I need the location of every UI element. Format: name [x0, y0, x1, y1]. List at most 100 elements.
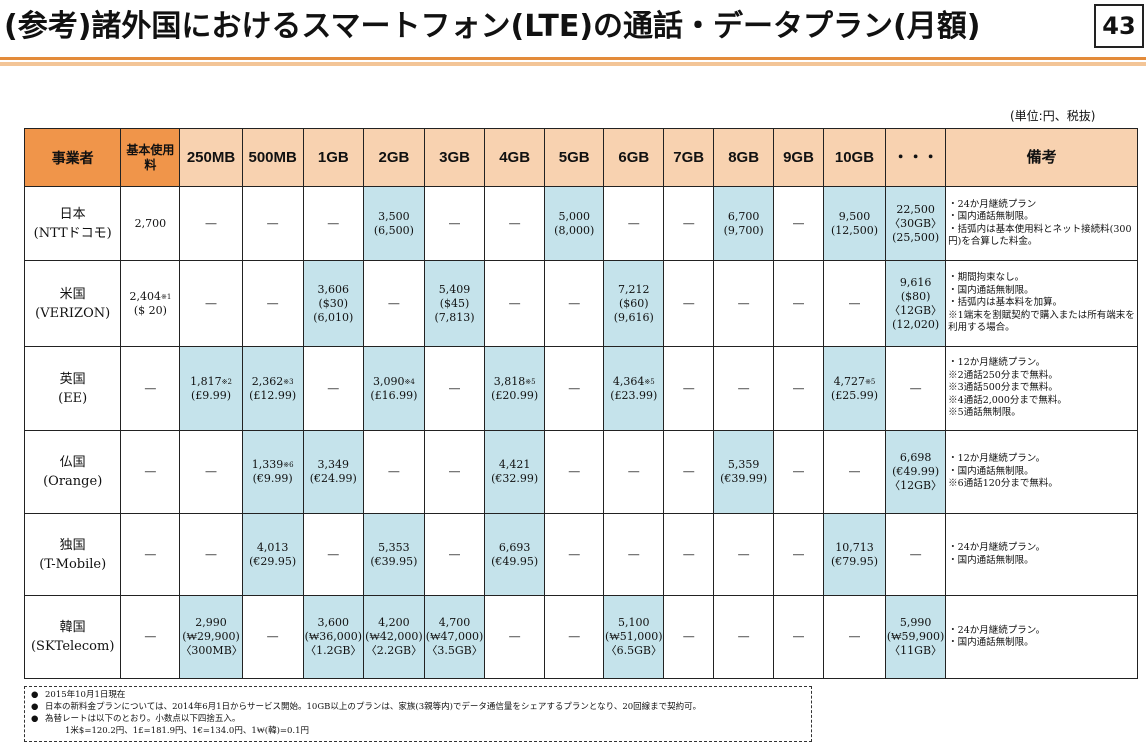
cell-line: ($60) — [618, 296, 649, 310]
cell-line: 3,090※4 — [373, 374, 415, 388]
cell-line: (€39.99) — [720, 472, 768, 485]
cell-line: ― — [628, 216, 640, 230]
footnote-text: 日本の新料金プランについては、2014年6月1日からサービス開始。10GB以上の… — [45, 702, 702, 712]
price-cell: 5,990 (₩59,900) 〈11GB〉 — [885, 595, 947, 679]
column-header: 2GB — [362, 128, 425, 187]
note-line: ※1端末を割賦契約で購入または所有端末を利用する場合。 — [948, 309, 1135, 334]
cell-line: 5,100 — [618, 616, 650, 629]
cell-line: MB — [273, 148, 297, 166]
cell-line: 5,000 — [558, 209, 590, 223]
cell-line: ― — [388, 296, 400, 310]
cell-line: ― — [628, 547, 640, 561]
cell-line: (€49.99) — [892, 465, 940, 478]
price-cell: ― — [663, 260, 715, 347]
note-line: ・国内通話無制限。 — [948, 637, 1034, 648]
operator-cell: 英国 (EE) — [23, 346, 122, 431]
price-cell: ― — [179, 260, 243, 347]
note-line: ・24か月継続プラン。 — [948, 542, 1046, 553]
note-line: ・国内通話無制限。 — [948, 554, 1034, 566]
cell-line: ― — [848, 296, 860, 310]
cell-line: 5GB — [558, 148, 590, 166]
cell-line: 事業者 — [51, 149, 94, 166]
price-cell: ― — [120, 346, 181, 431]
operator-cell: 独国 (T-Mobile) — [23, 513, 122, 596]
column-header: 500MB — [241, 128, 304, 187]
cell-line: 韓国 — [59, 620, 86, 635]
cell-line: 6GB — [618, 148, 650, 166]
cell-line: 4,013 — [256, 540, 289, 554]
price-cell: 4,013 (€29.95) — [241, 513, 304, 596]
cell-line: 〈2.2GB〉 — [365, 644, 423, 657]
note-line: ・国内通話無制限。 — [948, 284, 1034, 296]
page-number: 43 — [1094, 4, 1144, 48]
footnote-box: ● 2015年10月1日現在 ● 日本の新料金プランについては、2014年6月1日か… — [24, 686, 812, 742]
operator-cell: 日本 (NTTドコモ) — [23, 186, 122, 261]
cell-line: 〈300MB〉 — [180, 644, 243, 657]
price-cell: ― — [603, 186, 665, 261]
price-cell: ― — [120, 513, 181, 596]
cell-line: 8GB — [728, 148, 760, 166]
note-line: ・期間拘束なし。 — [948, 272, 1025, 284]
column-header: 4GB — [484, 128, 546, 187]
notes-cell: ・24か月継続プラン。 ・国内通話無制限。 — [945, 595, 1138, 679]
cell-line: (£25.99) — [830, 388, 879, 402]
cell-line: 〈12GB〉 — [889, 479, 943, 492]
cell-line: ― — [793, 296, 805, 310]
cell-line: 3,600 — [317, 616, 350, 629]
column-header: ・・・ — [885, 128, 947, 187]
column-header: 事業者 — [23, 128, 122, 187]
cell-line: 9,500 — [838, 209, 871, 223]
cell-line: ― — [793, 216, 805, 230]
price-cell: ― — [822, 260, 887, 347]
cell-line: (€29.95) — [249, 554, 297, 568]
cell-line: (₩36,000) — [304, 630, 363, 643]
cell-line: ― — [568, 630, 580, 643]
cell-line: (£16.99) — [370, 388, 418, 402]
price-cell: 2,404※1 ($ 20) — [120, 260, 181, 347]
price-cell: ― — [179, 186, 243, 261]
price-cell: ― — [484, 595, 546, 679]
price-cell: ― — [885, 346, 947, 431]
price-cell: ― — [544, 595, 605, 679]
cell-line: (€24.99) — [309, 472, 357, 485]
unit-note: (単位:円、税抜) — [1010, 109, 1096, 123]
column-header: 5GB — [544, 128, 605, 187]
column-header: 6GB — [603, 128, 665, 187]
cell-line: 5,409 — [438, 282, 471, 296]
cell-line: 7,212 — [618, 282, 650, 296]
cell-line: (€9.99) — [252, 472, 293, 485]
price-cell: ― — [773, 186, 824, 261]
footnote-item: ● 2015年10月1日現在 — [31, 690, 126, 700]
note-line: ※5通話無制限。 — [948, 407, 1021, 419]
cell-line: 9,616 — [899, 275, 932, 289]
note-line: ※6通話120分まで無料。 — [948, 478, 1058, 490]
footnote-marker: ※4 — [404, 377, 415, 386]
table-row: 仏国 (Orange) ― ― 1,339※6 (€9.99) 3,349 (€24.99) ―… — [23, 430, 1138, 514]
cell-line: (₩59,900) — [886, 630, 945, 643]
cell-line: 仏国 — [59, 455, 86, 470]
price-cell: ― — [603, 430, 665, 514]
cell-line: 4,421 — [498, 458, 531, 471]
price-cell: 5,100 (₩51,000) 〈6.5GB〉 — [603, 595, 665, 679]
note-line: ・国内通話無制限。 — [948, 465, 1034, 477]
cell-line: 6,700 — [727, 209, 760, 223]
price-cell: ― — [544, 430, 605, 514]
cell-line: ― — [449, 465, 461, 478]
price-cell: 3,349 (€24.99) — [302, 430, 364, 514]
cell-line: ― — [144, 465, 156, 478]
note-line: ・24か月継続プラン — [948, 198, 1037, 210]
price-cell: ― — [179, 430, 243, 514]
note-line: ・24か月継続プラン。 — [948, 624, 1046, 636]
price-cell: ― — [423, 186, 486, 261]
price-cell: ― — [885, 513, 947, 596]
cell-line: 3,349 — [317, 458, 350, 471]
footnote-marker: ※5 — [644, 377, 655, 386]
cell-line: 3GB — [439, 148, 470, 166]
cell-line: ― — [144, 381, 156, 395]
cell-line: 3,500 — [378, 209, 410, 223]
column-header: 基本使用料 — [120, 128, 181, 187]
cell-line: 1,339※6 — [251, 458, 294, 471]
price-cell: ― — [423, 346, 486, 431]
cell-line: (€39.95) — [370, 554, 418, 568]
column-header: 8GB — [713, 128, 775, 187]
